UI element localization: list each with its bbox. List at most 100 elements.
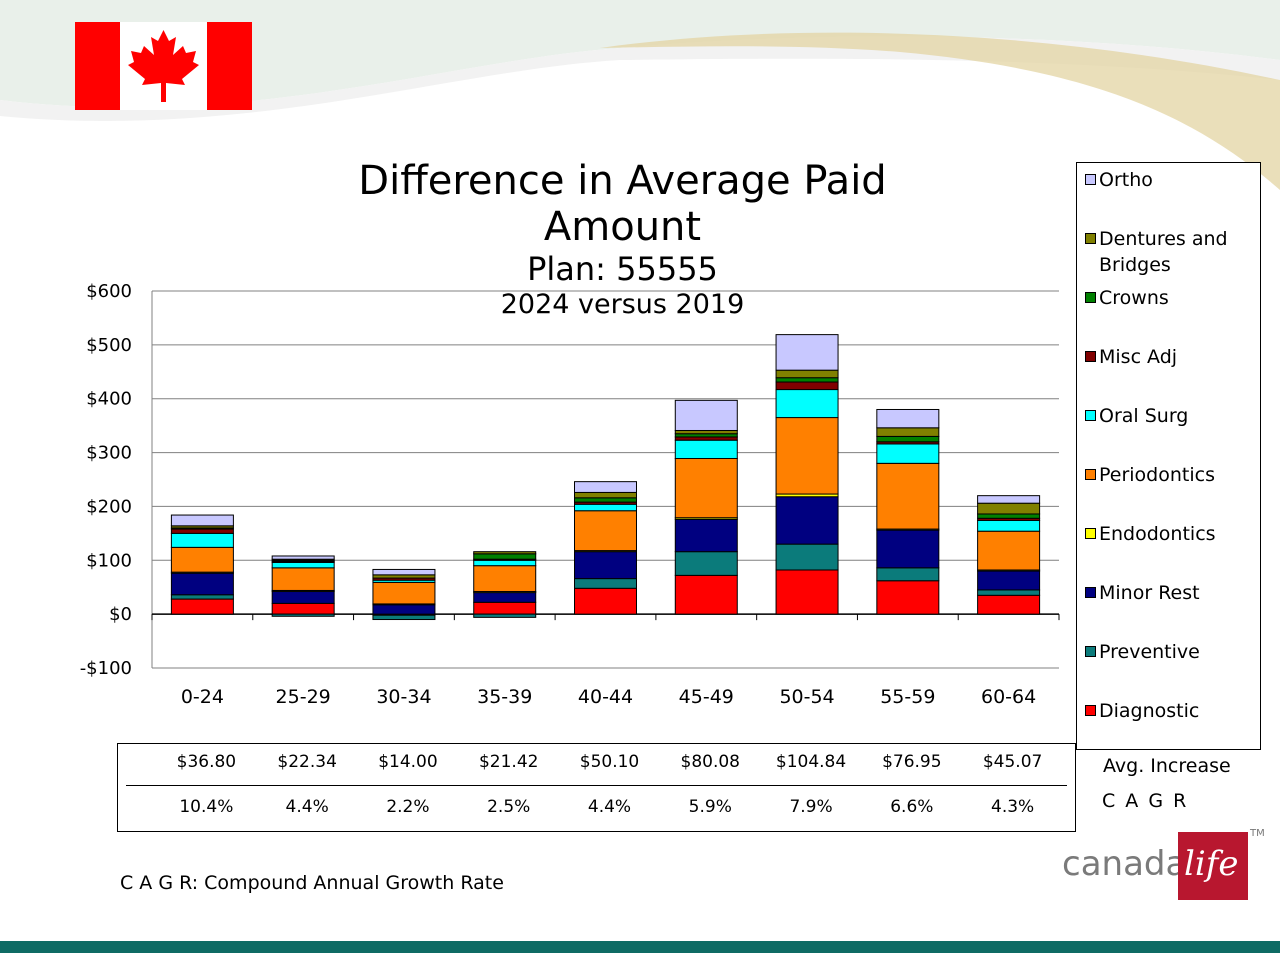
x-tick-label: 55-59 (880, 686, 935, 708)
cagr-label: C A G R (1102, 790, 1189, 812)
y-tick-label: $200 (86, 496, 132, 517)
bar-segment-oral-surg (170, 532, 234, 548)
legend-item: Endodontics (1085, 521, 1216, 547)
bar-segment-diagnostic (977, 594, 1041, 615)
bar-segment-periodontics (372, 581, 436, 605)
bar-segment-periodontics (876, 462, 940, 530)
bar-segment-crowns (977, 513, 1041, 519)
y-tick-label: $400 (86, 389, 132, 410)
bar-segment-minor-rest (876, 529, 940, 569)
bar-segment-minor-rest (977, 570, 1041, 591)
bar-segment-minor-rest (473, 592, 537, 603)
bar-segment-diagnostic (775, 569, 839, 615)
y-tick-label: $600 (86, 281, 132, 302)
bar-segment-preventive (977, 589, 1041, 596)
bar-segment-periodontics (271, 567, 335, 591)
legend-swatch (1085, 410, 1096, 421)
bar-segment-minor-rest (574, 551, 637, 580)
chart-subtitle-period: 2024 versus 2019 (500, 289, 745, 320)
bar-segment-periodontics (473, 565, 537, 593)
bar-segment-oral-surg (473, 559, 537, 567)
legend-item: Dentures and Bridges (1085, 226, 1249, 278)
bar-segment-oral-surg (574, 503, 637, 512)
legend-swatch (1085, 292, 1096, 303)
avg-increase-cell: $80.08 (680, 752, 740, 772)
bar-segment-minor-rest (372, 603, 436, 615)
y-tick-label: -$100 (80, 658, 132, 679)
cagr-cell: 5.9% (688, 797, 732, 817)
avg-increase-cell: $36.80 (176, 752, 237, 772)
x-tick-label: 30-34 (376, 686, 431, 708)
legend-swatch (1085, 174, 1096, 185)
x-tick-label: 25-29 (276, 686, 331, 708)
legend-label: Dentures and Bridges (1099, 228, 1228, 276)
avg-increase-cell: $50.10 (579, 752, 640, 772)
bar-segment-diagnostic (674, 574, 738, 615)
avg-increase-cell: $14.00 (378, 752, 438, 772)
bar-segment-preventive (170, 594, 234, 600)
legend-label: Misc Adj (1099, 346, 1178, 368)
y-tick-label: $300 (86, 443, 132, 464)
avg-increase-cell: $45.07 (982, 752, 1043, 772)
bar-segment-crowns (473, 553, 537, 560)
bar-segment-diagnostic (574, 587, 637, 615)
bar-segment-minor-rest (674, 518, 738, 553)
header-swoosh (0, 0, 1280, 190)
canada-flag (75, 22, 252, 110)
bar-segment-preventive (775, 543, 839, 571)
cagr-cell: 2.2% (386, 797, 430, 817)
avg-increase-cell: $76.95 (882, 752, 942, 772)
maple-leaf-icon (128, 30, 199, 102)
bar-segment-periodontics (674, 457, 738, 519)
bar-segment-dentures-and-bridges (876, 427, 940, 437)
bar-segment-ortho (674, 399, 738, 431)
chart-title-block: Difference in Average Paid Amount Plan: … (295, 158, 950, 322)
legend-label: Crowns (1099, 287, 1169, 309)
chart-subtitle: Plan: 55555 (527, 250, 718, 288)
legend-item: Diagnostic (1085, 698, 1199, 724)
cagr-cell: 2.5% (487, 797, 531, 817)
logo-trademark: TM (1250, 828, 1265, 839)
bar-segment-minor-rest (170, 572, 234, 596)
legend-item: Crowns (1085, 285, 1169, 311)
cagr-cell: 4.3% (991, 797, 1035, 817)
summary-table: $36.80 $22.34 $14.00 $21.42 $50.10 $80.08 $104… (117, 743, 1076, 832)
x-tick-label: 50-54 (779, 686, 834, 708)
x-tick-label: 45-49 (679, 686, 734, 708)
bar-segment-ortho (876, 408, 940, 429)
legend-label: Endodontics (1099, 523, 1216, 545)
bar-segment-preventive (876, 567, 940, 582)
bar-segment-preventive (574, 578, 637, 589)
legend-label: Minor Rest (1099, 582, 1200, 604)
cagr-cell: 6.6% (890, 797, 934, 817)
bar-segment-crowns (775, 377, 839, 383)
avg-increase-label: Avg. Increase (1103, 755, 1231, 777)
cagr-cell: 7.9% (789, 797, 833, 817)
bar-segment-preventive (271, 613, 335, 617)
bar-segment-diagnostic (473, 601, 537, 615)
legend-item: Preventive (1085, 639, 1200, 665)
legend-item: Minor Rest (1085, 580, 1200, 606)
cagr-cell: 10.4% (179, 797, 234, 817)
bar-segment-misc-adj (775, 381, 839, 391)
legend-item: Oral Surg (1085, 403, 1189, 429)
y-tick-label: $100 (86, 550, 132, 571)
legend-item: Ortho (1085, 167, 1153, 193)
bar-segment-minor-rest (271, 591, 335, 604)
bar-segment-dentures-and-bridges (775, 369, 839, 379)
legend-item: Misc Adj (1085, 344, 1178, 370)
avg-increase-cell: $104.84 (775, 752, 847, 772)
avg-increase-cell: $22.34 (277, 752, 337, 772)
chart-legend: Ortho Dentures and Bridges Crowns Misc Adj O… (1076, 162, 1261, 750)
bar-segment-ortho (775, 334, 839, 371)
legend-swatch (1085, 233, 1096, 244)
legend-label: Periodontics (1099, 464, 1215, 486)
legend-label: Oral Surg (1099, 405, 1189, 427)
bar-segment-ortho (977, 495, 1041, 504)
bar-segment-diagnostic (170, 598, 234, 615)
table-divider (126, 785, 1067, 786)
bar-segment-misc-adj (170, 528, 234, 534)
cagr-cell: 4.4% (285, 797, 329, 817)
bar-segment-periodontics (775, 417, 839, 495)
